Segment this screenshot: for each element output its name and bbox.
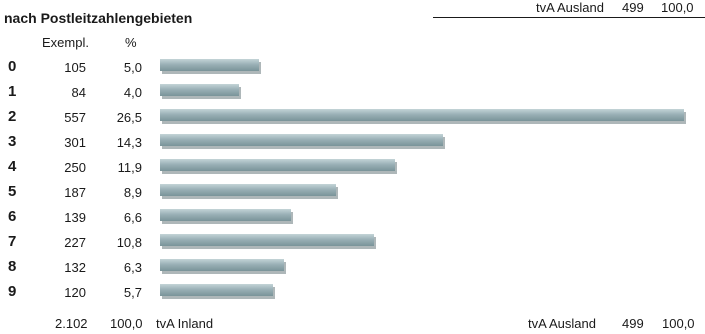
exemplare-value: 139 <box>64 210 86 225</box>
ausland-label: tvA Ausland <box>528 316 596 331</box>
bar <box>160 234 374 246</box>
percent-value: 5,7 <box>123 285 142 300</box>
exemplare-value: 120 <box>64 285 86 300</box>
bar-row: 5 187 8,9 <box>0 181 705 206</box>
bar-row: 8 132 6,3 <box>0 256 705 281</box>
bar-row: 9 120 5,7 <box>0 281 705 306</box>
category-label: 7 <box>8 233 17 250</box>
category-label: 0 <box>8 58 17 75</box>
percent-value: 4,0 <box>123 85 142 100</box>
bar <box>160 184 336 196</box>
ausland-top-label: tvA Ausland <box>536 0 604 15</box>
percent-value: 26,5 <box>116 110 142 125</box>
ausland-count: 499 <box>622 316 644 331</box>
percent-value: 14,3 <box>116 135 142 150</box>
category-label: 6 <box>8 208 17 225</box>
bar <box>160 209 291 221</box>
top-rule <box>433 17 705 18</box>
category-label: 2 <box>8 108 17 125</box>
bar <box>160 159 395 171</box>
bar-row: 2 557 26,5 <box>0 106 705 131</box>
total-count: 2.102 <box>55 316 88 331</box>
category-label: 1 <box>8 83 17 100</box>
total-percent: 100,0 <box>110 316 143 331</box>
bar-row: 1 84 4,0 <box>0 81 705 106</box>
percent-value: 5,0 <box>123 60 142 75</box>
inland-label: tvA Inland <box>156 316 214 331</box>
bar <box>160 109 684 121</box>
exemplare-value: 132 <box>64 260 86 275</box>
bar <box>160 59 259 71</box>
column-header-exemplare: Exempl. <box>42 35 89 50</box>
exemplare-value: 301 <box>64 135 86 150</box>
category-label: 4 <box>8 158 17 175</box>
bar-row: 7 227 10,8 <box>0 231 705 256</box>
bar-row: 3 301 14,3 <box>0 131 705 156</box>
bar <box>160 284 273 296</box>
exemplare-value: 187 <box>64 185 86 200</box>
category-label: 5 <box>8 183 17 200</box>
category-label: 3 <box>8 133 17 150</box>
exemplare-value: 227 <box>64 235 86 250</box>
bar-row: 0 105 5,0 <box>0 56 705 81</box>
bar <box>160 134 443 146</box>
exemplare-value: 105 <box>64 60 86 75</box>
chart-title: nach Postleitzahlengebieten <box>4 10 193 26</box>
ausland-top-count: 499 <box>622 0 644 15</box>
exemplare-value: 557 <box>64 110 86 125</box>
exemplare-value: 250 <box>64 160 86 175</box>
percent-value: 10,8 <box>116 235 142 250</box>
bar-row: 4 250 11,9 <box>0 156 705 181</box>
exemplare-value: 84 <box>71 85 86 100</box>
ausland-top-percent: 100,0 <box>661 0 694 15</box>
bar <box>160 84 239 96</box>
column-header-percent: % <box>125 35 137 50</box>
bar-row: 6 139 6,6 <box>0 206 705 231</box>
bar <box>160 259 284 271</box>
ausland-percent: 100,0 <box>662 316 695 331</box>
percent-value: 6,6 <box>123 210 142 225</box>
percent-value: 11,9 <box>117 160 142 175</box>
category-label: 9 <box>8 283 17 300</box>
percent-value: 6,3 <box>123 260 142 275</box>
category-label: 8 <box>8 258 17 275</box>
percent-value: 8,9 <box>123 185 142 200</box>
